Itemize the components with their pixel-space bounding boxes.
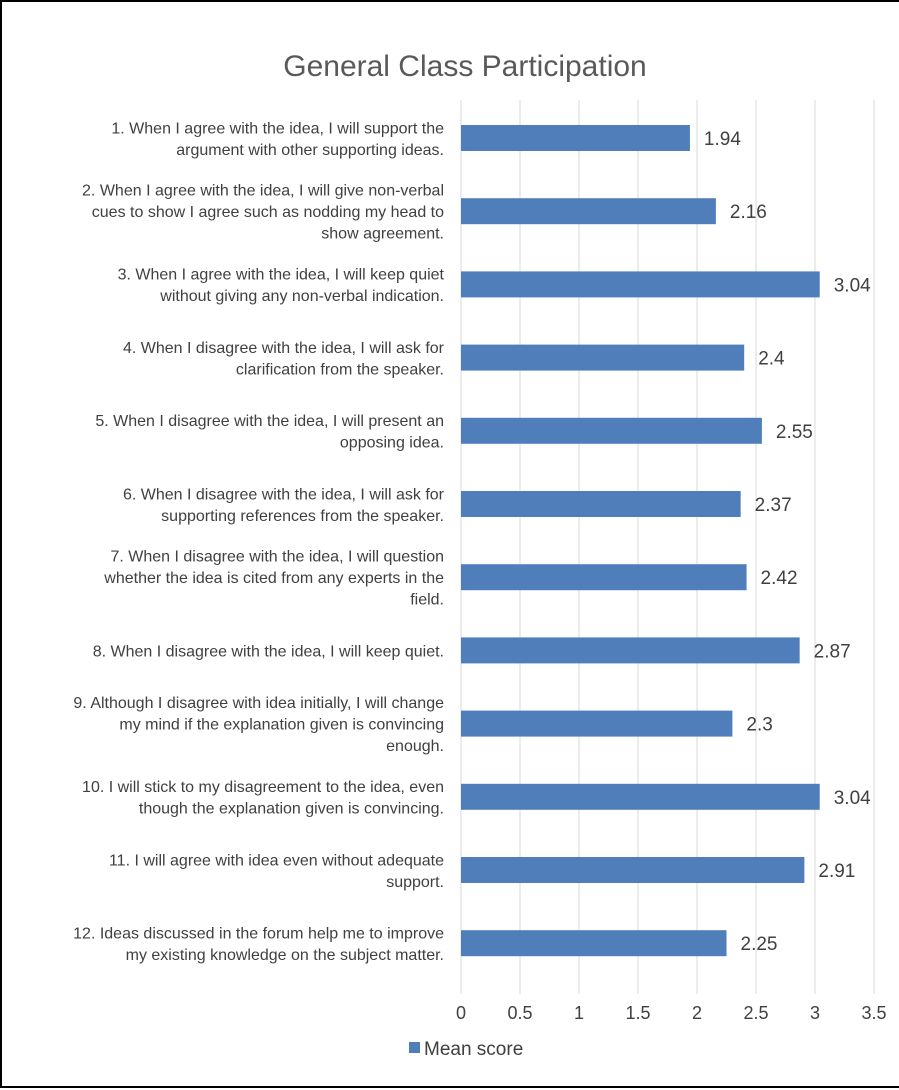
- category-label-line: whether the idea is cited from any exper…: [103, 570, 444, 587]
- legend-swatch: [409, 1042, 420, 1053]
- bar-value-label: 2.55: [776, 422, 813, 443]
- category-label-line: 1. When I agree with the idea, I will su…: [111, 120, 444, 137]
- category-label-line: clarification from the speaker.: [236, 361, 444, 378]
- bar: [461, 930, 727, 957]
- bar: [461, 637, 800, 664]
- category-label-line: support.: [386, 874, 444, 891]
- category-label-line: without giving any non-verbal indication…: [159, 288, 444, 305]
- category-label-line: my existing knowledge on the subject mat…: [126, 947, 444, 964]
- bar-value-label: 2.25: [741, 934, 778, 955]
- category-label-line: my mind if the explanation given is conv…: [119, 717, 444, 734]
- bar-value-label: 2.91: [818, 861, 855, 882]
- category-label-line: 10. I will stick to my disagreement to t…: [82, 779, 444, 796]
- x-tick-label: 1: [574, 1003, 584, 1023]
- bar: [461, 491, 741, 517]
- bar-value-label: 3.04: [834, 788, 871, 809]
- category-label-line: 7. When I disagree with the idea, I will…: [110, 549, 444, 566]
- bar-value-label: 2.42: [761, 568, 798, 589]
- category-label-line: 9. Although I disagree with idea initial…: [73, 695, 444, 712]
- x-tick-label: 0.5: [507, 1003, 532, 1023]
- bar-value-label: 2.37: [755, 495, 792, 516]
- category-label: 8. When I disagree with the idea, I will…: [93, 643, 444, 660]
- data-labels: 1.94 2.16 3.04 2.4 2.55 2.37 2.42 2.87 2.3 3.04 2.…: [704, 129, 871, 955]
- gridlines: [460, 100, 875, 994]
- category-label: 9. Although I disagree with idea initial…: [73, 695, 444, 755]
- category-label-line: 6. When I disagree with the idea, I will…: [123, 486, 445, 503]
- category-label: 10. I will stick to my disagreement to t…: [82, 779, 444, 818]
- bar: [461, 125, 690, 151]
- bar-value-label: 2.87: [814, 641, 851, 662]
- category-label: 2. When I agree with the idea, I will gi…: [82, 183, 444, 243]
- x-tick-label: 1.5: [625, 1003, 650, 1023]
- category-label-line: 11. I will agree with idea even without …: [109, 852, 444, 869]
- category-label: 6. When I disagree with the idea, I will…: [123, 486, 445, 525]
- bars: [461, 125, 820, 957]
- category-label-line: enough.: [386, 738, 444, 755]
- category-label: 12. Ideas discussed in the forum help me…: [73, 925, 444, 964]
- category-label-line: argument with other supporting ideas.: [176, 142, 444, 159]
- category-label: 5. When I disagree with the idea, I will…: [95, 413, 444, 452]
- category-label-line: though the explanation given is convinci…: [139, 801, 444, 818]
- bar: [461, 271, 820, 298]
- category-label-line: 3. When I agree with the idea, I will ke…: [118, 267, 445, 284]
- category-label: 3. When I agree with the idea, I will ke…: [118, 267, 445, 306]
- legend: Mean score: [409, 1039, 523, 1060]
- category-label: 11. I will agree with idea even without …: [109, 852, 444, 891]
- bar: [461, 783, 820, 810]
- category-label-line: cues to show I agree such as nodding my …: [92, 204, 444, 221]
- x-tick-label: 2: [692, 1003, 702, 1023]
- category-label: 4. When I disagree with the idea, I will…: [123, 340, 445, 379]
- category-label-line: 12. Ideas discussed in the forum help me…: [73, 925, 444, 942]
- chart-title: General Class Participation: [283, 50, 647, 83]
- bar: [461, 344, 745, 371]
- bar-value-label: 2.3: [746, 715, 772, 736]
- category-labels: 1. When I agree with the idea, I will su…: [73, 120, 445, 964]
- category-label: 7. When I disagree with the idea, I will…: [103, 549, 444, 609]
- bar: [461, 198, 716, 225]
- category-label-line: show agreement.: [321, 226, 444, 243]
- category-label-line: 4. When I disagree with the idea, I will…: [123, 340, 445, 357]
- bar: [461, 417, 762, 444]
- category-label-line: 5. When I disagree with the idea, I will…: [95, 413, 444, 430]
- x-tick-label: 3: [810, 1003, 820, 1023]
- category-label: 1. When I agree with the idea, I will su…: [111, 120, 444, 159]
- bar: [461, 857, 805, 883]
- category-label-line: opposing idea.: [340, 435, 444, 452]
- x-tick-label: 3.5: [861, 1003, 886, 1023]
- bar: [461, 564, 747, 591]
- category-label-line: 8. When I disagree with the idea, I will…: [93, 643, 444, 660]
- bar: [461, 710, 733, 737]
- x-tick-label: 0: [456, 1003, 466, 1023]
- category-label-line: 2. When I agree with the idea, I will gi…: [82, 183, 444, 200]
- category-label-line: field.: [410, 592, 444, 609]
- bar-value-label: 2.4: [758, 349, 785, 370]
- x-tick-label: 2.5: [743, 1003, 768, 1023]
- bar-value-label: 1.94: [704, 129, 741, 150]
- x-axis-tick-labels: 0 0.5 1 1.5 2 2.5 3 3.5: [456, 1003, 887, 1023]
- category-label-line: supporting references from the speaker.: [161, 508, 444, 525]
- legend-label: Mean score: [424, 1039, 523, 1060]
- bar-value-label: 3.04: [834, 275, 871, 296]
- bar-value-label: 2.16: [730, 202, 767, 223]
